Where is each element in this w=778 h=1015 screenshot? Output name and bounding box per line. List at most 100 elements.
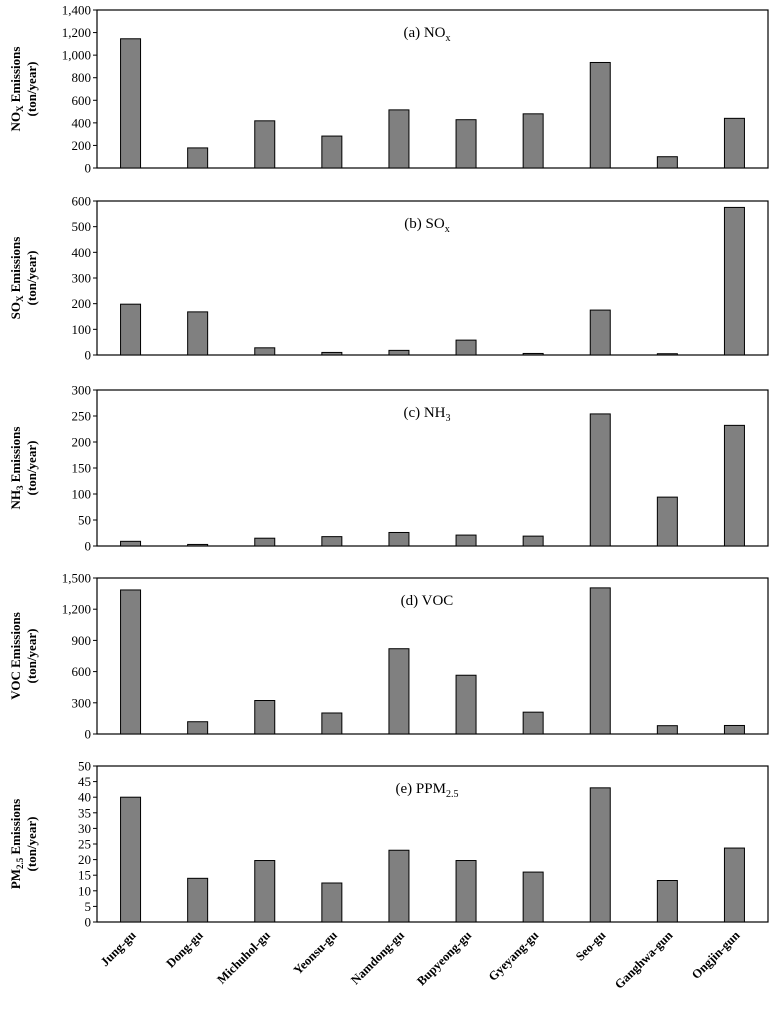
bar-yeonsu-gu (321, 536, 343, 547)
bar-michuhol-gu (254, 120, 276, 169)
y-tick-label: 0 (85, 161, 92, 176)
y-axis-label-line2: (ton/year) (24, 441, 39, 496)
panel-title-main: (e) PPM (396, 781, 446, 797)
x-tick-label-ongjin-gun: Ongjin-gun (689, 928, 743, 982)
x-tick-label-jung-gu: Jung-gu (98, 928, 139, 969)
panel-title: (c) NH3 (403, 405, 450, 424)
x-tick-label-ganghwa-gun: Ganghwa-gun (612, 928, 675, 991)
y-axis-label-main: SO (8, 302, 23, 319)
y-tick-label: 35 (78, 805, 91, 820)
bar-michuhol-gu (254, 537, 276, 547)
bar-seo-gu (589, 61, 611, 169)
panel-title: (b) SOx (404, 216, 449, 235)
x-tick-label-namdong-gu: Namdong-gu (348, 928, 407, 987)
y-axis-label-rest: Emissions (8, 427, 23, 486)
y-axis-label-main: VOC Emissions (8, 612, 23, 700)
y-axis-label-rest: Emissions (8, 799, 23, 858)
bar-jung-gu (120, 796, 142, 923)
bar-bupyeong-gu (455, 534, 477, 547)
bar-michuhol-gu (254, 700, 276, 735)
bar-ganghwa-gun (656, 880, 678, 923)
bar-ongjin-gun (723, 424, 745, 547)
y-tick-label: 400 (72, 245, 92, 260)
bar-ganghwa-gun (656, 725, 678, 735)
x-tick-label-seo-gu: Seo-gu (573, 928, 608, 963)
y-tick-label: 200 (72, 296, 92, 311)
y-tick-label: 0 (85, 915, 92, 930)
y-axis-label-line2: (ton/year) (24, 62, 39, 117)
bar-ongjin-gun (723, 724, 745, 735)
y-axis-label-line2: (ton/year) (24, 251, 39, 306)
panel-title: (a) NOx (403, 25, 450, 44)
y-tick-label: 300 (72, 383, 92, 398)
y-tick-label: 200 (72, 138, 92, 153)
bar-dong-gu (187, 147, 209, 169)
y-axis-label-line1: VOC Emissions (8, 612, 23, 700)
y-tick-label: 600 (72, 93, 92, 108)
panel-title-subscript: x (445, 224, 450, 235)
y-tick-label: 250 (72, 409, 92, 424)
bar-seo-gu (589, 787, 611, 923)
panel-title-subscript: 3 (446, 413, 451, 424)
y-axis-label-rest: Emissions (8, 47, 23, 106)
bar-gyeyang-gu (522, 113, 544, 169)
panel-title-main: (d) VOC (401, 593, 454, 609)
bar-namdong-gu (388, 109, 410, 169)
y-axis-label-line1: NOX Emissions (8, 47, 25, 132)
bar-gyeyang-gu (522, 352, 544, 356)
y-axis-label-rest: Emissions (8, 237, 23, 296)
bar-bupyeong-gu (455, 860, 477, 923)
y-tick-label: 20 (78, 852, 91, 867)
bar-namdong-gu (388, 349, 410, 356)
y-axis-label-line1: SOX Emissions (8, 237, 25, 320)
bar-ongjin-gun (723, 117, 745, 169)
bar-gyeyang-gu (522, 535, 544, 547)
y-tick-label: 50 (78, 759, 91, 774)
y-tick-label: 400 (72, 115, 92, 130)
bar-dong-gu (187, 877, 209, 923)
bar-bupyeong-gu (455, 119, 477, 169)
y-axis-label-subscript: 3 (15, 485, 25, 490)
bar-dong-gu (187, 543, 209, 547)
y-tick-label: 0 (85, 348, 92, 363)
y-tick-label: 500 (72, 219, 92, 234)
bar-jung-gu (120, 303, 142, 356)
bar-jung-gu (120, 589, 142, 735)
bar-namdong-gu (388, 531, 410, 547)
bar-jung-gu (120, 38, 142, 169)
y-tick-label: 600 (72, 664, 92, 679)
y-tick-label: 600 (72, 194, 92, 209)
panel-3: 0 300 600 900 1,200 1,500 (d) VOC VOC Emissions… (8, 571, 769, 742)
y-tick-label: 300 (72, 271, 92, 286)
panel-title-main: (c) NH (403, 405, 445, 421)
bar-namdong-gu (388, 648, 410, 735)
panel-title-main: (b) SO (404, 216, 445, 232)
plot-frame (96, 9, 769, 169)
x-tick-label-yeonsu-gu: Yeonsu-gu (291, 928, 340, 977)
y-tick-label: 1,200 (62, 602, 91, 617)
panel-title-subscript: 2.5 (446, 789, 459, 800)
y-tick-label: 1,400 (62, 3, 91, 18)
x-tick-label-gyeyang-gu: Gyeyang-gu (486, 928, 542, 984)
y-axis-label-subscript: X (15, 295, 25, 302)
y-tick-label: 1,200 (62, 25, 91, 40)
panel-0: 0 200 400 600 800 1,000 1,200 1,400 (a) NOx NOX E… (8, 3, 769, 176)
bar-jung-gu (120, 540, 142, 547)
y-tick-label: 45 (78, 774, 91, 789)
y-tick-label: 1,500 (62, 571, 91, 586)
x-tick-label-bupyeong-gu: Bupyeong-gu (414, 928, 474, 988)
panel-title-main: (a) NO (403, 25, 445, 41)
bar-michuhol-gu (254, 347, 276, 356)
bar-ongjin-gun (723, 206, 745, 356)
panel-title-subscript: x (446, 33, 451, 44)
y-tick-label: 50 (78, 513, 91, 528)
bar-yeonsu-gu (321, 882, 343, 923)
panel-title: (e) PPM2.5 (396, 781, 459, 800)
y-tick-label: 10 (78, 883, 91, 898)
y-axis-label-main: NH (8, 490, 23, 510)
y-tick-label: 900 (72, 633, 92, 648)
bar-dong-gu (187, 721, 209, 735)
